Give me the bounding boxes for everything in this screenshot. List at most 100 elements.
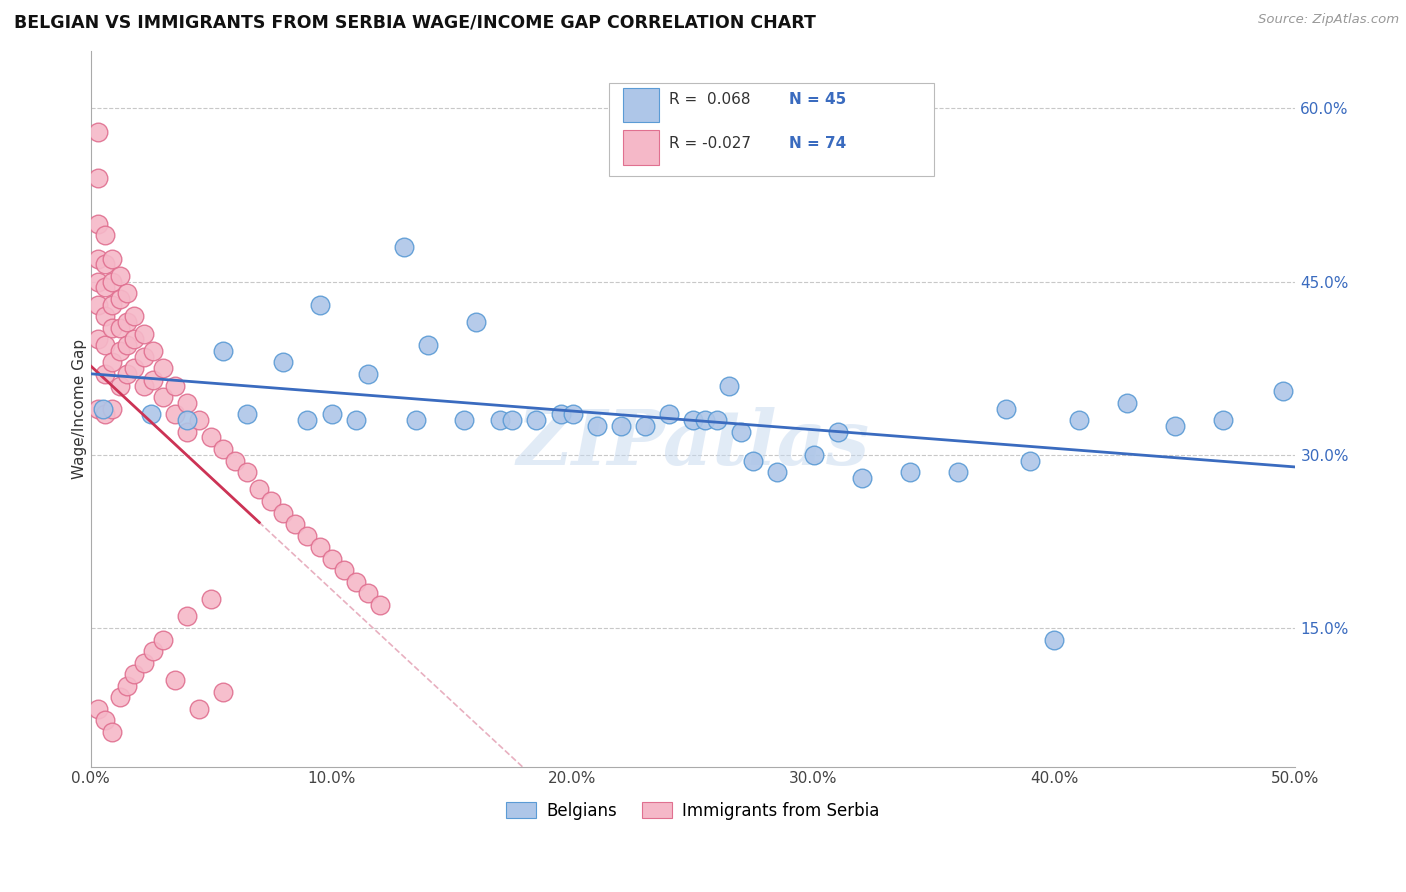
Point xyxy=(995,401,1018,416)
Point xyxy=(368,598,391,612)
Point xyxy=(115,679,138,693)
Point xyxy=(212,442,235,456)
Point xyxy=(87,252,110,266)
Point xyxy=(416,338,439,352)
Point xyxy=(94,367,117,381)
Point xyxy=(87,217,110,231)
Point xyxy=(453,413,475,427)
Point xyxy=(321,408,343,422)
Point xyxy=(321,551,343,566)
Point xyxy=(344,413,367,427)
Point xyxy=(730,425,752,439)
Point xyxy=(176,425,198,439)
Point xyxy=(139,408,162,422)
Point xyxy=(1043,632,1066,647)
Point xyxy=(851,471,873,485)
Bar xyxy=(609,83,934,176)
Point xyxy=(101,725,124,739)
Point xyxy=(898,465,921,479)
Legend: Belgians, Immigrants from Serbia: Belgians, Immigrants from Serbia xyxy=(499,795,886,826)
Point xyxy=(163,673,186,687)
Point xyxy=(308,540,330,554)
Text: N = 74: N = 74 xyxy=(789,136,846,151)
Point xyxy=(526,413,548,427)
Point xyxy=(115,338,138,352)
Point xyxy=(682,413,704,427)
Point xyxy=(392,240,415,254)
Point xyxy=(585,419,607,434)
Point xyxy=(122,667,145,681)
Point xyxy=(693,413,716,427)
Point xyxy=(1272,384,1295,399)
Point xyxy=(101,252,124,266)
Point xyxy=(94,338,117,352)
Point xyxy=(115,286,138,301)
Text: N = 45: N = 45 xyxy=(789,92,846,107)
Point xyxy=(94,280,117,294)
Point xyxy=(142,644,165,658)
Point xyxy=(634,419,657,434)
Point xyxy=(297,413,319,427)
Point xyxy=(332,563,354,577)
Point xyxy=(94,257,117,271)
Point xyxy=(108,378,131,392)
Point xyxy=(132,656,155,670)
Point xyxy=(706,413,728,427)
Point xyxy=(946,465,969,479)
Point xyxy=(827,425,849,439)
Point xyxy=(344,574,367,589)
Point xyxy=(108,292,131,306)
Point xyxy=(188,702,211,716)
Point xyxy=(94,714,117,728)
Point xyxy=(501,413,523,427)
Point xyxy=(176,413,198,427)
Point xyxy=(357,586,380,600)
Point xyxy=(465,315,488,329)
Point xyxy=(1067,413,1090,427)
Point xyxy=(94,228,117,243)
Point xyxy=(87,298,110,312)
Point xyxy=(115,367,138,381)
Point xyxy=(200,592,222,607)
Point xyxy=(308,298,330,312)
Point xyxy=(101,298,124,312)
Point xyxy=(132,350,155,364)
Point xyxy=(142,373,165,387)
Point xyxy=(405,413,427,427)
Point xyxy=(108,690,131,705)
Text: ZIPatlas: ZIPatlas xyxy=(516,408,869,482)
Point xyxy=(132,378,155,392)
Point xyxy=(561,408,583,422)
Point xyxy=(94,408,117,422)
Point xyxy=(91,401,114,416)
Y-axis label: Wage/Income Gap: Wage/Income Gap xyxy=(72,339,87,479)
Point xyxy=(224,453,246,467)
Point xyxy=(101,320,124,334)
Point xyxy=(176,396,198,410)
Point xyxy=(236,465,259,479)
Point xyxy=(297,528,319,542)
Point xyxy=(87,170,110,185)
Point xyxy=(152,361,174,376)
Point xyxy=(108,343,131,358)
Point xyxy=(212,684,235,698)
Point xyxy=(550,408,572,422)
Point xyxy=(247,483,270,497)
Point xyxy=(94,310,117,324)
Point xyxy=(87,275,110,289)
Point xyxy=(152,390,174,404)
Point xyxy=(142,343,165,358)
Point xyxy=(188,413,211,427)
Point xyxy=(87,702,110,716)
Point xyxy=(122,310,145,324)
Point xyxy=(163,378,186,392)
Point xyxy=(115,315,138,329)
Point xyxy=(108,320,131,334)
Point xyxy=(803,448,825,462)
Point xyxy=(200,430,222,444)
Point xyxy=(1164,419,1187,434)
Text: R =  0.068: R = 0.068 xyxy=(669,92,751,107)
Point xyxy=(284,517,307,532)
Point xyxy=(1212,413,1234,427)
Point xyxy=(658,408,681,422)
